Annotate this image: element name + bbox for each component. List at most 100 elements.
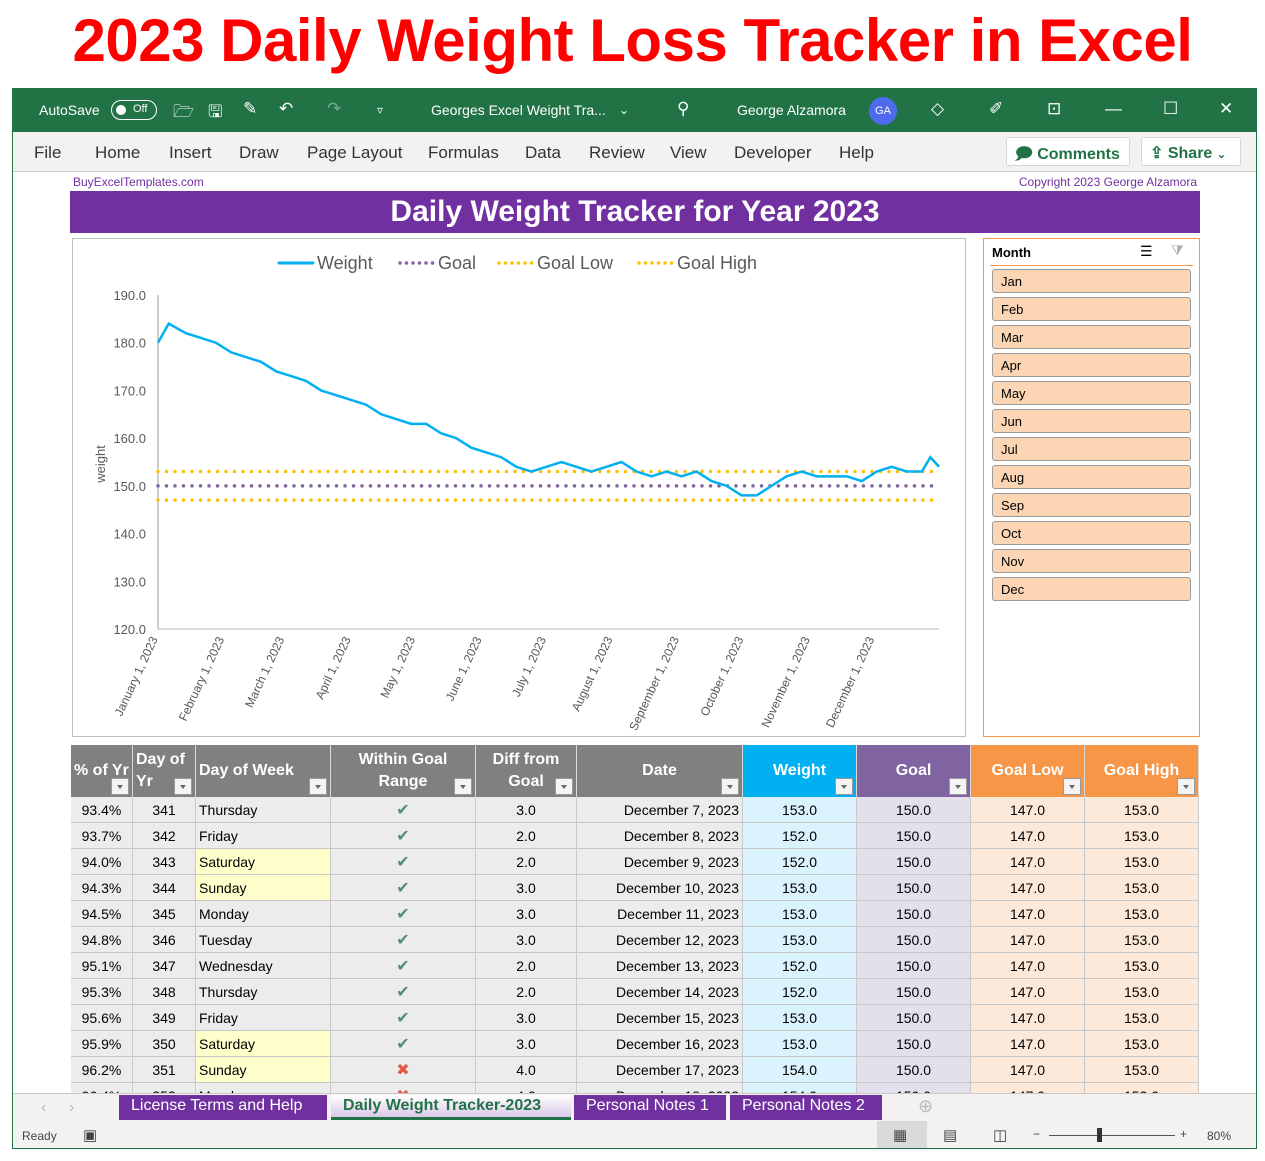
cell-day-of-year[interactable]: 344 bbox=[133, 875, 196, 901]
cell-within-goal-range[interactable]: ✖ bbox=[331, 1083, 476, 1093]
tab-review[interactable]: Review bbox=[589, 143, 645, 162]
cell-weight[interactable]: 152.0 bbox=[743, 953, 857, 979]
sheet-tab-notes-2[interactable]: Personal Notes 2 bbox=[730, 1095, 882, 1120]
cell-day-of-year[interactable]: 349 bbox=[133, 1005, 196, 1031]
tab-view[interactable]: View bbox=[670, 143, 707, 162]
cell-day-of-year[interactable]: 351 bbox=[133, 1057, 196, 1083]
normal-view-button[interactable]: ▦ bbox=[877, 1121, 927, 1148]
cell-diff-from-goal[interactable]: 2.0 bbox=[476, 823, 577, 849]
open-icon[interactable]: 🗁 bbox=[173, 102, 195, 121]
cell-within-goal-range[interactable]: ✔ bbox=[331, 1031, 476, 1057]
cell-goal[interactable]: 150.0 bbox=[857, 901, 971, 927]
save-as-icon[interactable]: ✎ bbox=[243, 99, 258, 118]
cell-goal[interactable]: 150.0 bbox=[857, 953, 971, 979]
cell-day-of-year[interactable]: 347 bbox=[133, 953, 196, 979]
cell-day-of-week[interactable]: Tuesday bbox=[196, 927, 331, 953]
tab-formulas[interactable]: Formulas bbox=[428, 143, 499, 162]
cell-diff-from-goal[interactable]: 2.0 bbox=[476, 849, 577, 875]
cell-diff-from-goal[interactable]: 3.0 bbox=[476, 901, 577, 927]
slicer-item-oct[interactable]: Oct bbox=[992, 521, 1191, 545]
autosave-toggle[interactable]: Off bbox=[111, 100, 157, 120]
cell-weight[interactable]: 153.0 bbox=[743, 901, 857, 927]
cell-day-of-week[interactable]: Monday bbox=[196, 901, 331, 927]
cell-within-goal-range[interactable]: ✖ bbox=[331, 1057, 476, 1083]
cell-goal[interactable]: 150.0 bbox=[857, 823, 971, 849]
diamond-icon[interactable]: ◇ bbox=[931, 99, 945, 118]
cell-weight[interactable]: 153.0 bbox=[743, 875, 857, 901]
cell-weight[interactable]: 153.0 bbox=[743, 1031, 857, 1057]
cell-goal-low[interactable]: 147.0 bbox=[971, 953, 1085, 979]
cell-day-of-week[interactable]: Saturday bbox=[196, 1031, 331, 1057]
sheet-tab-notes-1[interactable]: Personal Notes 1 bbox=[574, 1095, 726, 1120]
site-link[interactable]: BuyExcelTemplates.com bbox=[73, 175, 204, 189]
cell-goal[interactable]: 150.0 bbox=[857, 1083, 971, 1093]
cell-goal-high[interactable]: 153.0 bbox=[1085, 1057, 1199, 1083]
cell-goal[interactable]: 150.0 bbox=[857, 979, 971, 1005]
tab-page-layout[interactable]: Page Layout bbox=[307, 143, 403, 162]
cell-within-goal-range[interactable]: ✔ bbox=[331, 797, 476, 823]
cell-within-goal-range[interactable]: ✔ bbox=[331, 901, 476, 927]
undo-icon[interactable]: ↶ bbox=[279, 99, 294, 118]
weight-chart[interactable]: 120.0 130.0 140.0 150.0 160.0 170.0 180.0 190.0… bbox=[72, 238, 966, 737]
tab-file[interactable]: File bbox=[34, 143, 62, 162]
cell-within-goal-range[interactable]: ✔ bbox=[331, 927, 476, 953]
cell-date[interactable]: December 12, 2023 bbox=[577, 927, 743, 953]
cell-goal[interactable]: 150.0 bbox=[857, 1005, 971, 1031]
cell-date[interactable]: December 13, 2023 bbox=[577, 953, 743, 979]
cell-day-of-week[interactable]: Thursday bbox=[196, 797, 331, 823]
cell-within-goal-range[interactable]: ✔ bbox=[331, 875, 476, 901]
close-icon[interactable]: ✕ bbox=[1219, 99, 1234, 118]
cell-day-of-year[interactable]: 342 bbox=[133, 823, 196, 849]
cell-weight[interactable]: 152.0 bbox=[743, 979, 857, 1005]
cell-goal-low[interactable]: 147.0 bbox=[971, 1031, 1085, 1057]
minimize-icon[interactable]: — bbox=[1105, 99, 1122, 118]
document-title[interactable]: Georges Excel Weight Tra... bbox=[431, 102, 606, 118]
cell-pct-of-year[interactable]: 95.1% bbox=[71, 953, 133, 979]
cell-date[interactable]: December 14, 2023 bbox=[577, 979, 743, 1005]
cell-goal-high[interactable]: 153.0 bbox=[1085, 1083, 1199, 1093]
zoom-out-icon[interactable]: − bbox=[1033, 1127, 1041, 1141]
filter-dropdown-button[interactable] bbox=[555, 778, 573, 795]
zoom-in-icon[interactable]: + bbox=[1180, 1127, 1188, 1141]
cell-day-of-week[interactable]: Friday bbox=[196, 823, 331, 849]
tab-home[interactable]: Home bbox=[95, 143, 141, 162]
cell-goal-low[interactable]: 147.0 bbox=[971, 927, 1085, 953]
cell-day-of-week[interactable]: Monday bbox=[196, 1083, 331, 1093]
cell-goal-low[interactable]: 147.0 bbox=[971, 901, 1085, 927]
cell-day-of-year[interactable]: 350 bbox=[133, 1031, 196, 1057]
tab-insert[interactable]: Insert bbox=[169, 143, 212, 162]
tab-help[interactable]: Help bbox=[839, 143, 874, 162]
filter-dropdown-button[interactable] bbox=[174, 778, 192, 795]
slicer-item-sep[interactable]: Sep bbox=[992, 493, 1191, 517]
ribbon-display-icon[interactable]: ⊡ bbox=[1047, 99, 1062, 118]
cell-goal[interactable]: 150.0 bbox=[857, 875, 971, 901]
cell-within-goal-range[interactable]: ✔ bbox=[331, 823, 476, 849]
cell-date[interactable]: December 8, 2023 bbox=[577, 823, 743, 849]
slicer-item-feb[interactable]: Feb bbox=[992, 297, 1191, 321]
cell-date[interactable]: December 11, 2023 bbox=[577, 901, 743, 927]
sheet-tab-tracker[interactable]: Daily Weight Tracker-2023 bbox=[331, 1095, 571, 1120]
cell-goal-low[interactable]: 147.0 bbox=[971, 797, 1085, 823]
cell-diff-from-goal[interactable]: 3.0 bbox=[476, 875, 577, 901]
cell-goal-high[interactable]: 153.0 bbox=[1085, 797, 1199, 823]
cell-diff-from-goal[interactable]: 2.0 bbox=[476, 953, 577, 979]
cell-weight[interactable]: 152.0 bbox=[743, 823, 857, 849]
share-button[interactable]: ⇪ Share ⌄ bbox=[1141, 137, 1241, 166]
cell-pct-of-year[interactable]: 95.3% bbox=[71, 979, 133, 1005]
slicer-item-may[interactable]: May bbox=[992, 381, 1191, 405]
slicer-item-jun[interactable]: Jun bbox=[992, 409, 1191, 433]
cell-pct-of-year[interactable]: 95.9% bbox=[71, 1031, 133, 1057]
cell-goal[interactable]: 150.0 bbox=[857, 797, 971, 823]
cell-date[interactable]: December 10, 2023 bbox=[577, 875, 743, 901]
zoom-slider-thumb[interactable] bbox=[1097, 1128, 1102, 1142]
cell-day-of-year[interactable]: 352 bbox=[133, 1083, 196, 1093]
cell-goal-high[interactable]: 153.0 bbox=[1085, 901, 1199, 927]
cell-goal[interactable]: 150.0 bbox=[857, 1057, 971, 1083]
cell-pct-of-year[interactable]: 95.6% bbox=[71, 1005, 133, 1031]
maximize-icon[interactable]: ☐ bbox=[1163, 99, 1179, 118]
cell-day-of-week[interactable]: Wednesday bbox=[196, 953, 331, 979]
cell-pct-of-year[interactable]: 93.7% bbox=[71, 823, 133, 849]
cell-pct-of-year[interactable]: 96.4% bbox=[71, 1083, 133, 1093]
scroll-left-icon[interactable]: ‹ bbox=[41, 1099, 47, 1116]
cell-goal-low[interactable]: 147.0 bbox=[971, 875, 1085, 901]
